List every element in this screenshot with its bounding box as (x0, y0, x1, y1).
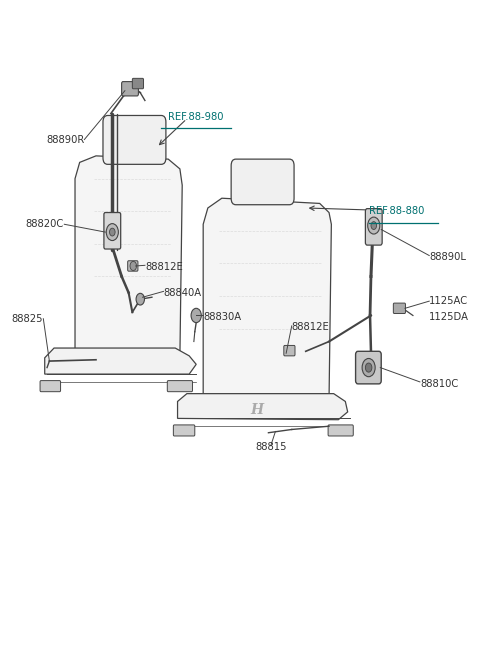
Circle shape (136, 293, 144, 305)
Circle shape (365, 363, 372, 372)
Text: H: H (250, 403, 264, 417)
Text: 88815: 88815 (255, 442, 287, 452)
FancyBboxPatch shape (173, 425, 195, 436)
Circle shape (371, 221, 377, 229)
Polygon shape (203, 198, 331, 410)
Text: 88840A: 88840A (164, 288, 202, 298)
Polygon shape (178, 394, 348, 420)
Text: 88820C: 88820C (25, 219, 63, 229)
FancyBboxPatch shape (128, 261, 138, 271)
Circle shape (368, 217, 380, 234)
Text: 88890L: 88890L (429, 252, 466, 262)
Text: 88810C: 88810C (420, 379, 458, 389)
FancyBboxPatch shape (328, 425, 353, 436)
Polygon shape (45, 348, 196, 374)
Text: 88825: 88825 (11, 314, 42, 324)
Circle shape (191, 308, 201, 323)
Polygon shape (75, 156, 182, 367)
FancyBboxPatch shape (393, 303, 406, 313)
Text: 1125AC: 1125AC (429, 296, 468, 306)
Text: 1125DA: 1125DA (429, 312, 469, 322)
FancyBboxPatch shape (168, 380, 192, 392)
FancyBboxPatch shape (103, 116, 166, 164)
FancyBboxPatch shape (365, 209, 382, 245)
FancyBboxPatch shape (121, 81, 138, 96)
Text: 88830A: 88830A (203, 312, 241, 322)
Circle shape (130, 261, 136, 271)
FancyBboxPatch shape (104, 213, 120, 249)
FancyBboxPatch shape (40, 380, 60, 392)
FancyBboxPatch shape (231, 159, 294, 205)
Circle shape (109, 228, 115, 236)
Text: 88812E: 88812E (292, 322, 329, 332)
Text: REF.88-980: REF.88-980 (168, 112, 224, 122)
Circle shape (106, 223, 119, 240)
FancyBboxPatch shape (132, 78, 144, 89)
Text: REF.88-880: REF.88-880 (369, 206, 424, 216)
Text: 88890R: 88890R (46, 135, 84, 145)
Text: 88812E: 88812E (145, 261, 183, 271)
Circle shape (362, 359, 375, 376)
FancyBboxPatch shape (284, 346, 295, 356)
FancyBboxPatch shape (356, 351, 381, 384)
